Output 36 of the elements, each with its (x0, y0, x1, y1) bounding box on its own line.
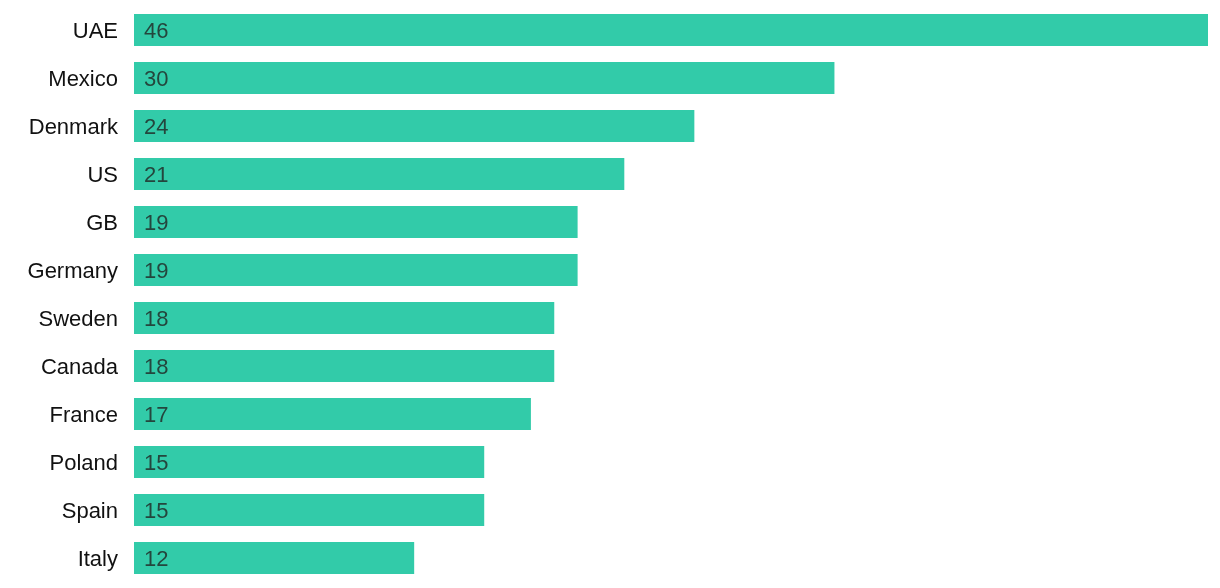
y-tick-label: Italy (77, 545, 118, 571)
bar (134, 110, 695, 142)
y-tick-label: Spain (61, 497, 118, 523)
y-tick-label: Germany (27, 257, 118, 283)
bar (134, 302, 555, 334)
bar (134, 494, 485, 526)
y-tick-label: GB (86, 209, 118, 235)
y-tick-label: UAE (72, 17, 118, 43)
data-label: 19 (144, 209, 169, 235)
y-tick-label: Canada (40, 353, 119, 379)
data-label: 30 (144, 65, 169, 91)
y-tick-label: Mexico (48, 65, 118, 91)
data-label: 17 (144, 401, 169, 427)
bar (134, 206, 578, 238)
y-tick-label: France (49, 401, 118, 427)
y-tick-label: Denmark (28, 113, 119, 139)
data-label: 12 (144, 545, 169, 571)
data-label: 15 (144, 497, 169, 523)
data-label: 18 (144, 353, 169, 379)
bar (134, 158, 625, 190)
bar (134, 62, 835, 94)
bar (134, 542, 415, 574)
data-label: 18 (144, 305, 169, 331)
data-label: 46 (144, 17, 169, 43)
data-label: 15 (144, 449, 169, 475)
y-tick-label: Poland (49, 449, 118, 475)
bar (134, 14, 1208, 46)
y-tick-label: Sweden (38, 305, 118, 331)
data-label: 24 (144, 113, 169, 139)
bar (134, 254, 578, 286)
data-label: 19 (144, 257, 169, 283)
y-tick-label: US (87, 161, 118, 187)
data-label: 21 (144, 161, 169, 187)
bar (134, 398, 531, 430)
bar (134, 350, 555, 382)
bar (134, 446, 485, 478)
